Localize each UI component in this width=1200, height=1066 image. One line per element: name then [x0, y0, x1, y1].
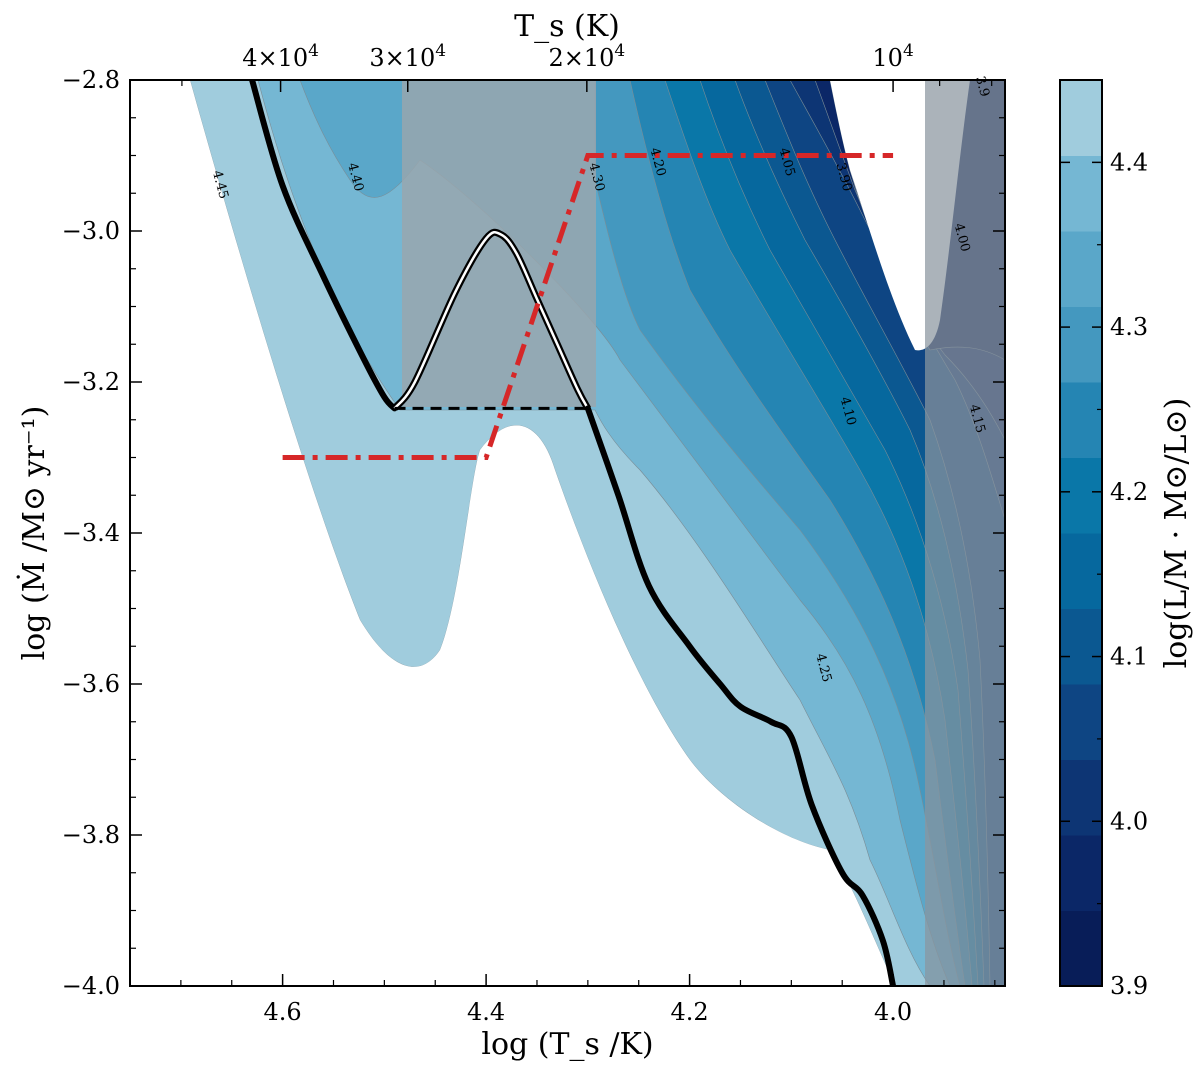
- colorbar-tick-label: 4.0: [1110, 807, 1148, 835]
- colorbar-tick-label: 4.3: [1110, 313, 1148, 341]
- colorbar-tick-label: 4.1: [1110, 643, 1148, 671]
- contour-label: 4.40: [344, 161, 366, 193]
- colorbar-band: [1060, 231, 1102, 307]
- contour-label: 4.25: [812, 652, 834, 684]
- y-tick-label: −3.4: [62, 519, 120, 547]
- colorbar-frame: [1059, 79, 1103, 987]
- colorbar-band: [1060, 382, 1102, 458]
- colorbar-band: [1060, 155, 1102, 232]
- contour-labels: 4.45 4.40 4.30 4.20 4.05 3.90 4.00 4.10 4.15 4.25…: [209, 75, 992, 684]
- y-tick-label: −3.8: [62, 821, 120, 849]
- colorbar-band: [1060, 835, 1102, 911]
- y-tick-label: −4.0: [62, 972, 120, 1000]
- contour-label: 4.20: [646, 146, 668, 178]
- y-axis-title: log (Ṁ /M⊙ yr⁻¹): [16, 406, 52, 661]
- colorbar-band: [1060, 306, 1102, 383]
- contour-label: 4.15: [966, 403, 988, 435]
- axes: 4.6 4.4 4.2 4.0 −4.0 −3.8 −3.6 −3.4 −3.2 −3.0 −2.8…: [62, 41, 1006, 1026]
- series-line-unstable-branch: [393, 230, 589, 410]
- colorbar-tick-label: 3.9: [1110, 972, 1148, 1000]
- contour-label: 4.05: [776, 146, 798, 178]
- x-tick-label: 4.0: [874, 998, 912, 1026]
- x-tick-label: 4.6: [264, 998, 302, 1026]
- colorbar-title: log(L/M · M⊙/L⊙): [1159, 398, 1194, 669]
- contour-label: 4.00: [951, 222, 973, 254]
- colorbar-tick-label: 4.2: [1110, 478, 1148, 506]
- colorbar-band: [1060, 684, 1102, 760]
- x-axis-title: log (T_s /K): [481, 1027, 653, 1062]
- top-tick-label: 2×104: [548, 41, 625, 72]
- contour-label: 4.45: [209, 169, 231, 201]
- top-axis-title: T_s (K): [514, 9, 620, 44]
- contour-label: 4.10: [837, 395, 859, 427]
- colorbar-band: [1060, 759, 1102, 836]
- y-tick-label: −2.8: [62, 66, 120, 94]
- top-tick-label: 4×104: [242, 41, 319, 72]
- y-tick-label: −3.2: [62, 368, 120, 396]
- unfilled-region: [130, 80, 895, 986]
- plot-area: [130, 80, 1005, 986]
- colorbar-band: [1060, 80, 1102, 156]
- series-line-lower-branch: [584, 405, 897, 986]
- contour-label: 3.90: [833, 161, 855, 193]
- y-tick-label: −3.0: [62, 217, 120, 245]
- y-tick-label: −3.6: [62, 670, 120, 698]
- top-tick-label: 3×104: [369, 41, 446, 72]
- colorbar-band: [1060, 533, 1102, 609]
- colorbar-tick-label: 4.4: [1110, 148, 1148, 176]
- shaded-band-cool: [925, 80, 1005, 986]
- top-tick-label: 104: [872, 41, 913, 72]
- colorbar: 3.9 4.0 4.1 4.2 4.3 4.4 log(L/M · M⊙/L⊙): [1059, 79, 1194, 1000]
- x-tick-label: 4.4: [467, 998, 505, 1026]
- series-layer: [249, 80, 897, 986]
- contour-label: 4.30: [585, 161, 607, 193]
- x-tick-label: 4.2: [671, 998, 709, 1026]
- series-line-prescription: [282, 153, 894, 460]
- axis-titles: log (T_s /K) T_s (K) log (Ṁ /M⊙ yr⁻¹): [16, 9, 654, 1062]
- colorbar-band: [1060, 457, 1102, 534]
- series-line-solution-curve: [249, 80, 398, 412]
- colorbar-band: [1060, 608, 1102, 685]
- colorbar-band: [1060, 910, 1102, 987]
